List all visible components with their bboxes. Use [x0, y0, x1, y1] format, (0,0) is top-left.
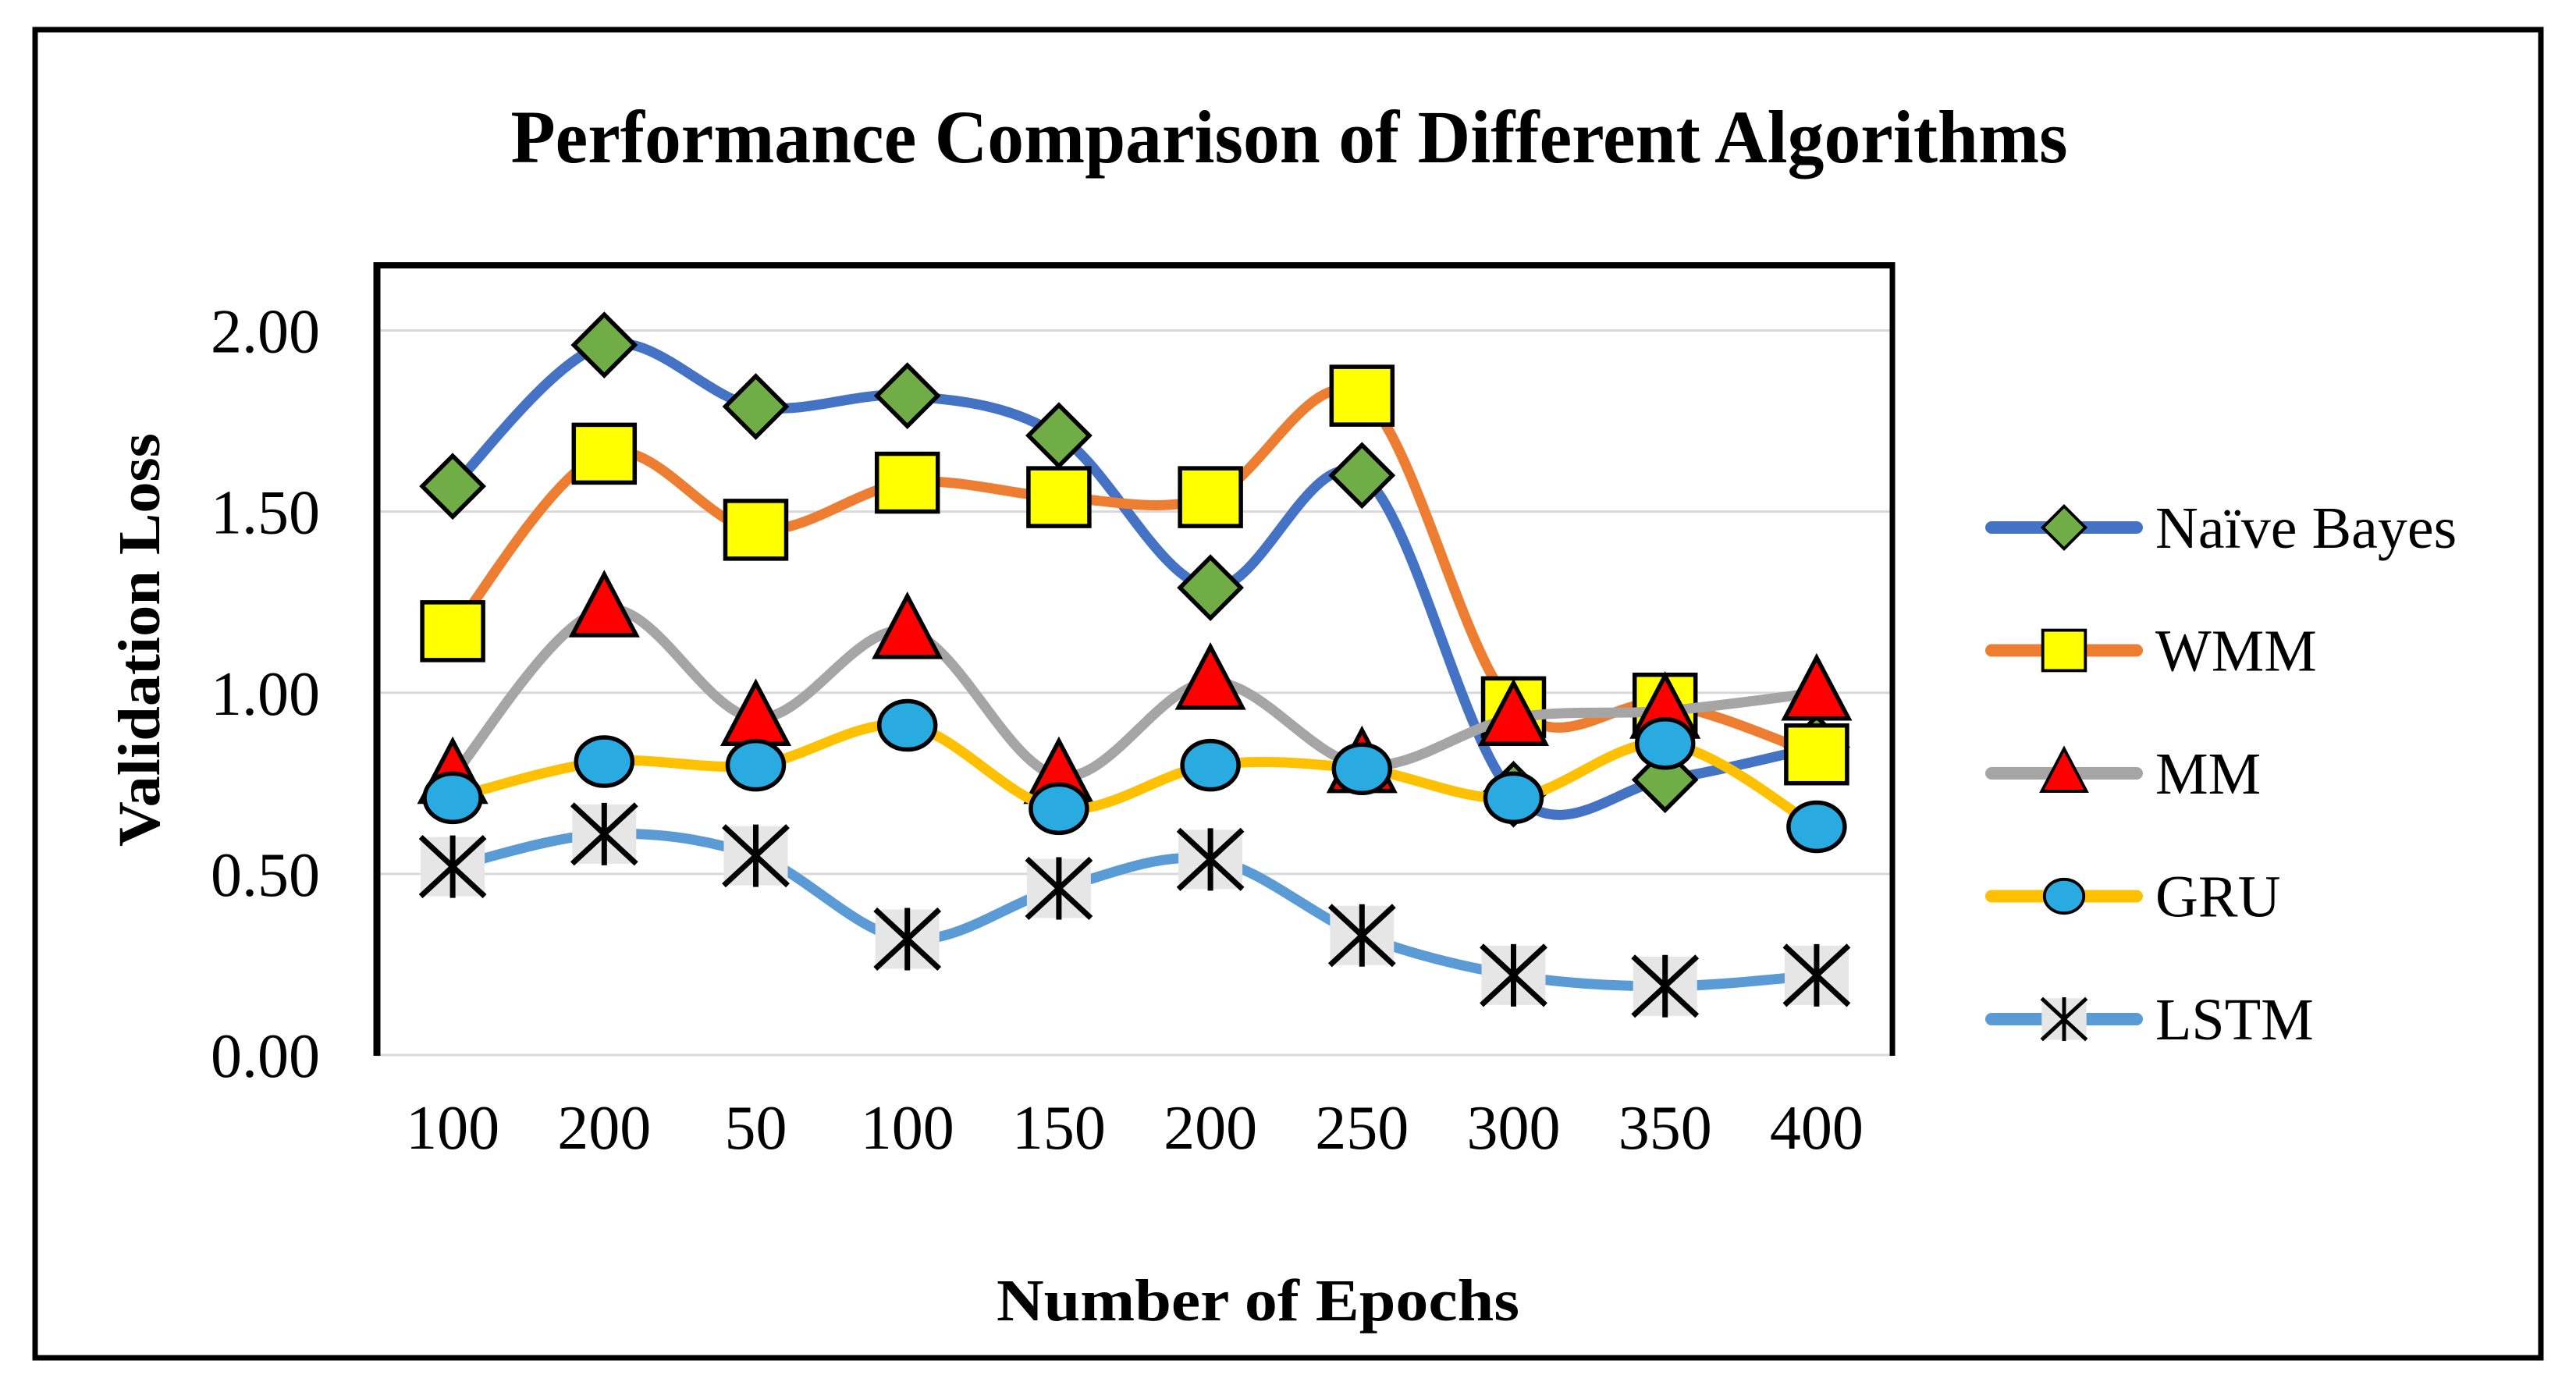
- circle-marker: [1331, 742, 1393, 796]
- star-marker: [1631, 954, 1700, 1018]
- series-line: [447, 384, 1822, 760]
- star-marker: [418, 835, 487, 899]
- legend-item-gru: GRU: [1985, 865, 2280, 930]
- legend: Naïve Bayes WMM MM GRU LSTM: [1985, 496, 2457, 1053]
- square-marker: [874, 451, 940, 514]
- square-marker: [1178, 466, 1243, 528]
- star-marker: [1782, 943, 1851, 1007]
- square-marker: [1329, 364, 1395, 427]
- series-line: [447, 719, 1822, 832]
- star-marker: [722, 824, 790, 888]
- diamond-marker: [722, 373, 790, 440]
- star-marker: [1327, 904, 1396, 968]
- triangle-marker: [1477, 678, 1550, 747]
- circle-marker: [1029, 782, 1089, 836]
- star-marker: [1025, 856, 1093, 921]
- star-marker: [1480, 943, 1547, 1007]
- x-tick-label: 400: [1770, 1094, 1864, 1163]
- diamond-marker: [570, 311, 638, 379]
- legend-item-wmm: WMM: [1985, 619, 2317, 684]
- y-tick-label: 0.00: [211, 1022, 320, 1091]
- x-tick-label: 50: [725, 1094, 787, 1163]
- legend-item-lstm: LSTM: [1985, 987, 2314, 1053]
- x-tick-label: 100: [406, 1094, 499, 1163]
- x-tick-label: 100: [861, 1094, 954, 1163]
- x-tick-label: 250: [1315, 1094, 1409, 1163]
- y-tick-label: 1.00: [211, 660, 320, 729]
- y-axis-label: Validation Loss: [107, 433, 172, 847]
- series-line: [447, 603, 1822, 782]
- triangle-marker: [2039, 745, 2089, 794]
- diamond-marker: [2040, 503, 2088, 552]
- legend-label: LSTM: [2155, 987, 2314, 1053]
- square-marker: [1784, 723, 1849, 786]
- legend-item-mm: MM: [1985, 741, 2261, 807]
- square-marker: [2041, 628, 2087, 673]
- star-marker: [2040, 996, 2088, 1042]
- triangle-marker: [568, 570, 640, 638]
- legend-label: WMM: [2155, 619, 2317, 684]
- x-tick-label: 350: [1618, 1094, 1712, 1163]
- square-marker: [1026, 466, 1092, 528]
- series-line: [447, 828, 1822, 992]
- gridlines: [377, 329, 1892, 1057]
- diamond-marker: [419, 453, 486, 520]
- legend-label: Naïve Bayes: [2155, 496, 2457, 561]
- y-axis-tick-labels: 2.00 1.50 1.00 0.50 0.00: [211, 298, 320, 1091]
- circle-marker: [1180, 738, 1241, 792]
- series-line: [447, 338, 1822, 820]
- series-gru: [422, 698, 1847, 854]
- x-axis-tick-labels: 100 200 50 100 150 200 250 300 350 400: [406, 1094, 1864, 1163]
- legend-label: MM: [2155, 741, 2261, 807]
- chart-title: Performance Comparison of Different Algo…: [511, 95, 2068, 179]
- star-marker: [570, 802, 638, 866]
- triangle-marker: [1174, 641, 1246, 710]
- series-group: [417, 311, 1853, 1018]
- x-tick-label: 200: [557, 1094, 651, 1163]
- star-marker: [1176, 827, 1245, 891]
- diamond-marker: [1328, 442, 1396, 510]
- diamond-marker: [1631, 746, 1699, 814]
- legend-label: GRU: [2155, 865, 2280, 930]
- x-tick-label: 300: [1467, 1094, 1561, 1163]
- diamond-marker: [873, 362, 941, 430]
- triangle-marker: [872, 591, 943, 659]
- square-marker: [571, 422, 638, 485]
- circle-marker: [422, 771, 483, 825]
- circle-marker: [1786, 800, 1847, 854]
- series-lstm: [418, 802, 1851, 1018]
- circle-marker: [2042, 877, 2086, 915]
- circle-marker: [1483, 771, 1544, 825]
- y-tick-label: 2.00: [211, 298, 320, 367]
- circle-marker: [1634, 717, 1696, 770]
- legend-item-na-ve-bayes: Naïve Bayes: [1985, 496, 2457, 561]
- circle-marker: [574, 735, 635, 788]
- y-tick-label: 1.50: [211, 479, 320, 548]
- square-marker: [723, 499, 789, 561]
- x-tick-label: 150: [1012, 1094, 1106, 1163]
- plot-border: [373, 262, 1896, 1056]
- x-axis-label: Number of Epochs: [997, 1268, 1519, 1334]
- diamond-marker: [1177, 554, 1244, 622]
- square-marker: [420, 600, 485, 663]
- star-marker: [873, 907, 942, 972]
- triangle-marker: [1781, 652, 1853, 721]
- circle-marker: [876, 698, 938, 752]
- circle-marker: [725, 738, 787, 792]
- y-tick-label: 0.50: [211, 841, 320, 910]
- diamond-marker: [1025, 402, 1093, 470]
- x-tick-label: 200: [1164, 1094, 1257, 1163]
